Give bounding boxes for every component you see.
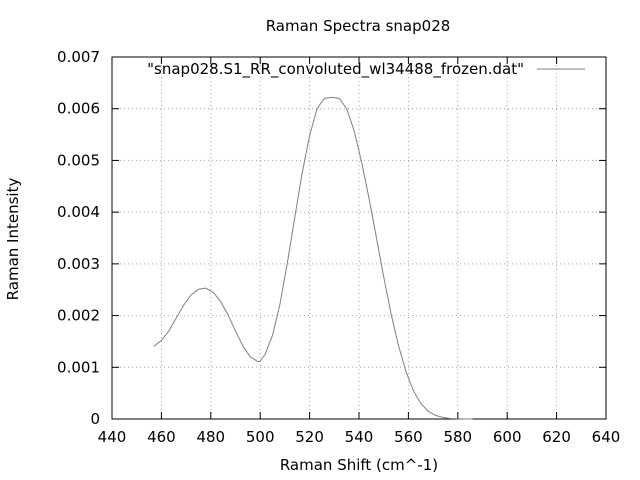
y-tick-label: 0.005 xyxy=(57,151,100,169)
y-tick-label: 0.001 xyxy=(57,358,100,376)
y-tick-label: 0.004 xyxy=(57,203,100,221)
legend: "snap028.S1_RR_convoluted_wl34488_frozen… xyxy=(147,60,585,79)
x-tick-label: 580 xyxy=(443,428,472,446)
x-tick-label: 540 xyxy=(345,428,374,446)
legend-series-label: "snap028.S1_RR_convoluted_wl34488_frozen… xyxy=(147,60,524,79)
x-tick-label: 560 xyxy=(394,428,423,446)
x-tick-label: 500 xyxy=(246,428,275,446)
x-tick-label: 600 xyxy=(493,428,522,446)
axis-ticks: 440 460 480 500 520 540 560 580 600 620 640 0 0.001 0… xyxy=(57,48,620,446)
series-line xyxy=(153,96,473,420)
x-tick-label: 480 xyxy=(196,428,225,446)
series-layer xyxy=(153,96,473,420)
y-axis-label: Raman Intensity xyxy=(4,178,22,301)
y-tick-label: 0.002 xyxy=(57,307,100,325)
y-tick-label: 0.003 xyxy=(57,255,100,273)
x-tick-label: 640 xyxy=(592,428,621,446)
x-tick-label: 620 xyxy=(542,428,571,446)
y-tick-label: 0.006 xyxy=(57,100,100,118)
x-tick-label: 460 xyxy=(147,428,176,446)
x-axis-label: Raman Shift (cm^-1) xyxy=(280,456,438,474)
x-tick-label: 440 xyxy=(98,428,127,446)
grid xyxy=(112,57,606,419)
y-tick-label: 0.007 xyxy=(57,48,100,66)
y-tick-label: 0 xyxy=(90,410,100,428)
x-tick-label: 520 xyxy=(295,428,324,446)
chart-title: Raman Spectra snap028 xyxy=(266,17,451,35)
